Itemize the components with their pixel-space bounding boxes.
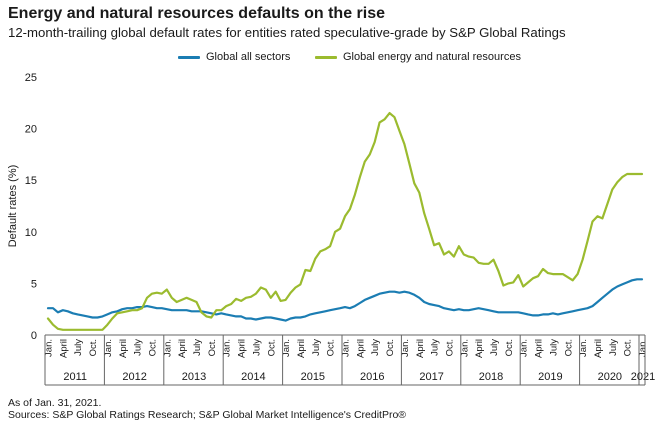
x-tick-label: April	[474, 339, 485, 358]
x-tick-label: Oct.	[326, 339, 337, 356]
x-tick-label: Jan.	[400, 339, 411, 357]
legend-label-energy: Global energy and natural resources	[343, 51, 521, 63]
x-tick-label: July	[370, 339, 381, 356]
y-tick-label: 5	[31, 278, 37, 290]
x-tick-label: Jan.	[638, 339, 649, 357]
x-year-label: 2019	[538, 371, 562, 383]
x-year-label: 2017	[419, 371, 443, 383]
x-tick-label: July	[192, 339, 203, 356]
x-tick-label: July	[608, 339, 619, 356]
x-tick-label: Oct.	[385, 339, 396, 356]
x-tick-label: July	[133, 339, 144, 356]
x-year-label: 2013	[182, 371, 206, 383]
x-year-label: 2020	[598, 371, 622, 383]
x-tick-label: July	[73, 339, 84, 356]
x-tick-label: Oct.	[444, 339, 455, 356]
series-line-energy	[46, 112, 644, 331]
x-tick-label: July	[311, 339, 322, 356]
y-tick-label: 0	[31, 330, 37, 342]
legend-label-all-sectors: Global all sectors	[206, 51, 291, 63]
x-tick-label: Oct.	[147, 339, 158, 356]
x-year-label: 2016	[360, 371, 384, 383]
x-tick-label: April	[296, 339, 307, 358]
x-year-label: 2015	[301, 371, 325, 383]
x-year-label: 2011	[63, 371, 87, 383]
x-tick-label: Jan.	[281, 339, 292, 357]
legend-item-all-sectors: Global all sectors	[178, 51, 290, 63]
x-tick-label: April	[177, 339, 188, 358]
x-tick-label: Jan.	[341, 339, 352, 357]
y-tick-label: 15	[25, 175, 37, 187]
x-tick-label: April	[534, 339, 545, 358]
x-tick-label: April	[355, 339, 366, 358]
chart-title: Energy and natural resources defaults on…	[8, 5, 385, 22]
x-tick-label: Jan.	[44, 339, 55, 357]
legend-swatch-energy	[315, 55, 337, 59]
y-tick-label: 10	[25, 227, 37, 239]
x-tick-label: Jan.	[519, 339, 530, 357]
x-year-label: 2018	[479, 371, 503, 383]
x-tick-label: Oct.	[207, 339, 218, 356]
x-tick-label: July	[251, 339, 262, 356]
x-tick-label: Oct.	[623, 339, 634, 356]
x-tick-label: April	[415, 339, 426, 358]
x-tick-label: July	[489, 339, 500, 356]
x-tick-label: Oct.	[88, 339, 99, 356]
x-tick-label: July	[548, 339, 559, 356]
legend-item-energy: Global energy and natural resources	[315, 51, 521, 63]
y-axis-label: Default rates (%)	[7, 165, 19, 248]
footnote-as-of: As of Jan. 31, 2021.	[8, 397, 102, 409]
x-tick-label: April	[58, 339, 69, 358]
x-tick-label: Jan.	[162, 339, 173, 357]
series-line-all-sectors	[46, 278, 644, 322]
footnote-sources: Sources: S&P Global Ratings Research; S&…	[8, 409, 407, 421]
chart-subtitle: 12-month-trailing global default rates f…	[8, 25, 566, 40]
x-tick-label: Jan.	[222, 339, 233, 357]
x-tick-label: April	[237, 339, 248, 358]
y-tick-label: 20	[25, 124, 37, 136]
x-tick-label: Oct.	[563, 339, 574, 356]
x-tick-label: Jan.	[578, 339, 589, 357]
x-tick-label: April	[593, 339, 604, 358]
x-tick-label: Oct.	[266, 339, 277, 356]
x-tick-label: July	[430, 339, 441, 356]
x-tick-label: Jan.	[459, 339, 470, 357]
x-tick-label: April	[118, 339, 129, 358]
y-tick-label: 25	[25, 72, 37, 84]
legend-swatch-all-sectors	[178, 55, 200, 59]
x-year-label: 2012	[122, 371, 146, 383]
x-tick-label: Oct.	[504, 339, 515, 356]
x-year-label: 2014	[241, 371, 265, 383]
x-year-label: 2021	[631, 371, 655, 383]
x-tick-label: Jan.	[103, 339, 114, 357]
